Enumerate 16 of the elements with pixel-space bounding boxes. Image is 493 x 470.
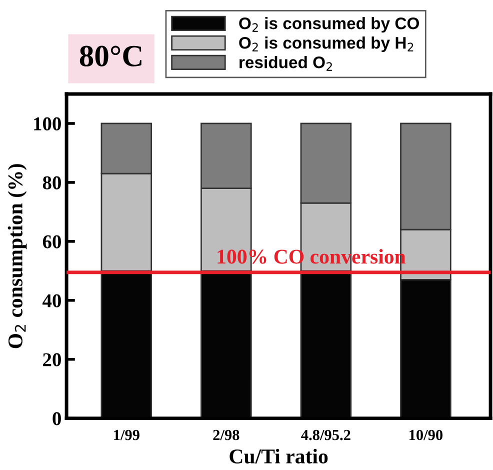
x-tick-label: 2/98	[213, 430, 240, 440]
y-tick-label: 20	[43, 353, 61, 366]
y-tick-label: 60	[42, 235, 61, 248]
y-tick-label: 0	[52, 412, 61, 426]
y-axis-title: O$_{2}$ consumption (%)	[8, 164, 27, 348]
legend-label: O$_{2}$ is consumed by H$_{2}$	[239, 36, 414, 52]
legend-label: O$_{2}$ is consumed by CO	[239, 17, 419, 33]
y-tick-label: 100	[34, 117, 61, 130]
x-tick-label: 1/99	[114, 430, 140, 440]
legend-label: residued O$_{2}$	[240, 56, 332, 71]
x-tick-label: 4.8/95.2	[301, 430, 350, 440]
x-tick-label: 10/90	[410, 430, 443, 440]
y-tick-label: 40	[42, 294, 61, 308]
text: 80°C	[80, 46, 142, 66]
x-axis-title: Cu/Ti ratio	[230, 448, 328, 464]
y-tick-label: 80	[42, 176, 61, 190]
